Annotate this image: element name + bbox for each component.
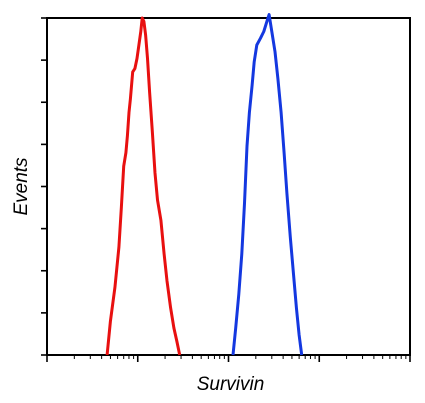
plot-frame <box>46 17 411 356</box>
series-line-1 <box>105 16 182 356</box>
x-axis-label: Survivin <box>197 374 265 395</box>
x-ticks <box>46 355 411 362</box>
y-axis-label: Events <box>11 157 32 216</box>
series-line-2 <box>231 13 304 356</box>
y-ticks <box>41 17 47 356</box>
series-layer <box>105 13 304 356</box>
